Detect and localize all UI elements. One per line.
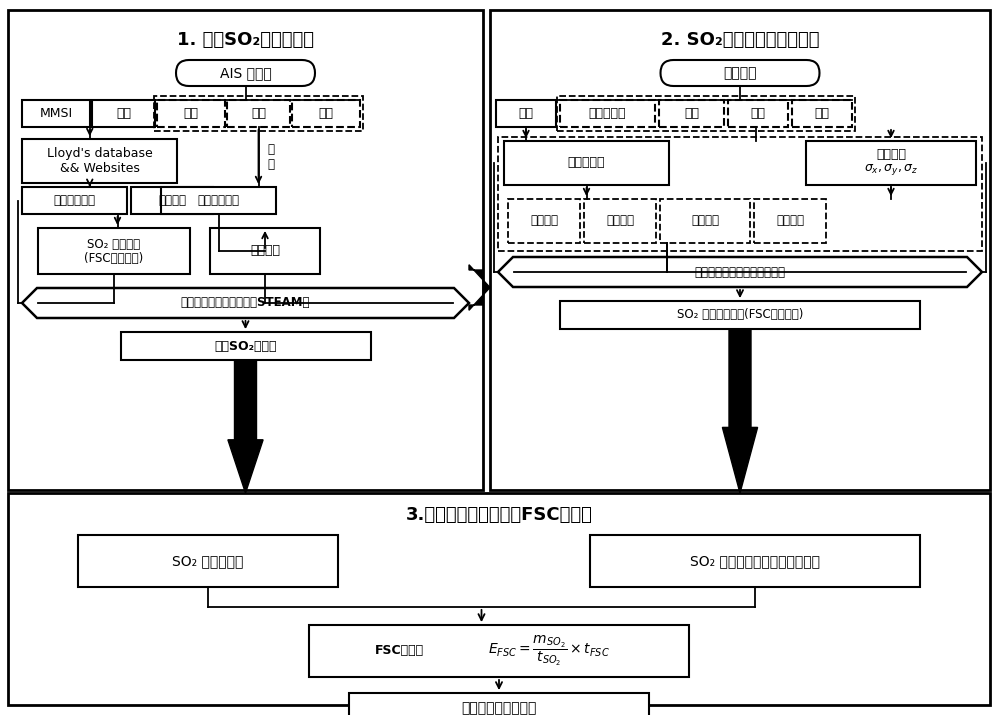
Bar — [560, 100, 655, 127]
Text: 2. SO₂理论扩散浓度値计算: 2. SO₂理论扩散浓度値计算 — [661, 31, 819, 49]
FancyBboxPatch shape — [660, 60, 820, 86]
Text: 主、辅机功率: 主、辅机功率 — [54, 194, 96, 207]
FancyArrow shape — [722, 329, 758, 493]
Bar — [227, 100, 290, 127]
Text: 船船SO₂排放量: 船船SO₂排放量 — [214, 340, 277, 352]
Bar — [157, 100, 225, 127]
Text: 大气稳定度: 大气稳定度 — [589, 107, 626, 120]
Text: 气象信息: 气象信息 — [723, 66, 757, 80]
Text: SO₂ 排放因子: SO₂ 排放因子 — [87, 237, 141, 250]
Bar — [806, 141, 976, 185]
Bar — [557, 96, 855, 131]
Bar — [490, 10, 990, 490]
Bar — [92, 100, 155, 127]
Text: SO₂ 理论扩散浓度(FSC为限制値): SO₂ 理论扩散浓度(FSC为限制値) — [677, 308, 803, 322]
Text: 风向: 风向 — [750, 107, 766, 120]
Bar — [508, 199, 580, 243]
Bar — [210, 228, 320, 274]
Bar — [22, 187, 127, 214]
Text: 船名: 船名 — [116, 107, 131, 120]
Text: Lloyd's database
&& Websites: Lloyd's database && Websites — [47, 147, 152, 175]
Bar — [309, 625, 689, 677]
Text: 船船排放废气评估模型（STEAM）: 船船排放废气评估模型（STEAM） — [181, 297, 310, 310]
Text: 设计航速: 设计航速 — [158, 194, 186, 207]
Bar — [728, 100, 788, 127]
Bar — [38, 228, 190, 274]
Bar — [154, 96, 363, 131]
Bar — [22, 139, 177, 183]
Text: 烟囱数量: 烟囱数量 — [530, 214, 558, 227]
Text: 违规燃料油船船辨识: 违规燃料油船船辨识 — [461, 701, 537, 715]
Bar — [22, 100, 90, 127]
Text: 温度: 温度 — [684, 107, 699, 120]
Bar — [292, 100, 360, 127]
Text: (FSC为限制値): (FSC为限制値) — [84, 252, 144, 265]
Bar — [496, 100, 556, 127]
Bar — [792, 100, 852, 127]
FancyArrow shape — [469, 265, 490, 310]
Text: 排放速率: 排放速率 — [776, 214, 804, 227]
Bar — [590, 535, 920, 587]
Text: FSC估算：: FSC估算： — [374, 644, 424, 658]
Text: 时间: 时间 — [251, 107, 266, 120]
Bar — [498, 137, 982, 251]
Bar — [131, 187, 213, 214]
Bar — [659, 100, 724, 127]
Text: 3.船船燃料油含硫量（FSC）估算: 3.船船燃料油含硫量（FSC）估算 — [406, 506, 592, 524]
Text: 1. 船船SO₂排放量估算: 1. 船船SO₂排放量估算 — [177, 31, 314, 49]
Text: 时间: 时间 — [518, 107, 534, 120]
Bar — [660, 199, 750, 243]
Text: 位置: 位置 — [318, 107, 334, 120]
Text: $E_{FSC} = \dfrac{m_{SO_2}}{t_{SO_2}} \times t_{FSC}$: $E_{FSC} = \dfrac{m_{SO_2}}{t_{SO_2}} \t… — [488, 633, 610, 669]
Text: AIS 数据库: AIS 数据库 — [220, 66, 271, 80]
FancyArrow shape — [228, 360, 263, 493]
Text: 扩散参数: 扩散参数 — [876, 148, 906, 161]
Text: 船船大气污染物排放扩散模型: 船船大气污染物排放扩散模型 — [694, 265, 786, 279]
Bar — [754, 199, 826, 243]
Bar — [8, 10, 483, 490]
Text: SO₂ 浓度观测値: SO₂ 浓度观测値 — [172, 554, 244, 568]
Bar — [560, 301, 920, 329]
Bar — [161, 187, 276, 214]
Text: 排放源信息: 排放源信息 — [568, 157, 605, 169]
Text: SO₂ 扩散至监测站位置的浓度値: SO₂ 扩散至监测站位置的浓度値 — [690, 554, 820, 568]
Bar — [78, 535, 338, 587]
Polygon shape — [498, 257, 982, 287]
Text: 负载因子: 负载因子 — [250, 245, 280, 257]
Text: 烟囱高度: 烟囱高度 — [606, 214, 634, 227]
Text: $\sigma_x, \sigma_y, \sigma_z$: $\sigma_x, \sigma_y, \sigma_z$ — [864, 162, 918, 177]
Bar — [8, 493, 990, 705]
FancyBboxPatch shape — [176, 60, 315, 86]
Bar — [349, 693, 649, 715]
Bar — [504, 141, 669, 185]
Text: 风速: 风速 — [814, 107, 830, 120]
Text: 航速: 航速 — [184, 107, 198, 120]
Text: 插値后的数据: 插値后的数据 — [198, 194, 240, 207]
Text: MMSI: MMSI — [39, 107, 73, 120]
Bar — [120, 332, 370, 360]
Polygon shape — [22, 288, 469, 318]
Text: 插
值: 插 值 — [267, 143, 274, 171]
Text: 排放温度: 排放温度 — [691, 214, 719, 227]
Bar — [584, 199, 656, 243]
